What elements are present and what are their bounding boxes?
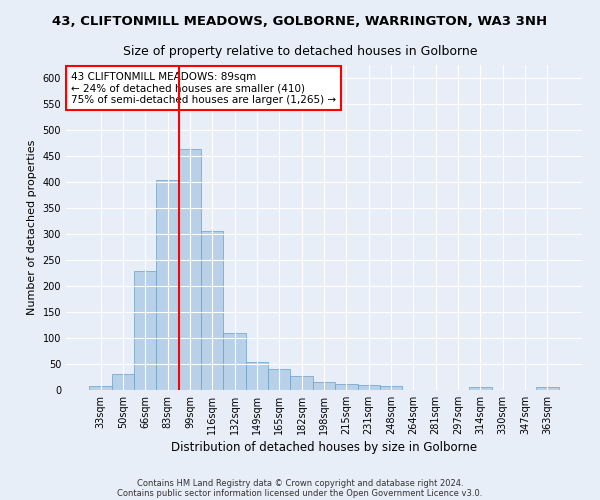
Bar	[157, 180, 179, 390]
Bar	[335, 384, 358, 390]
Bar	[89, 386, 112, 390]
Bar	[112, 374, 134, 390]
Bar	[179, 149, 201, 390]
Text: 43, CLIFTONMILL MEADOWS, GOLBORNE, WARRINGTON, WA3 3NH: 43, CLIFTONMILL MEADOWS, GOLBORNE, WARRI…	[52, 15, 548, 28]
Bar	[223, 333, 246, 390]
X-axis label: Distribution of detached houses by size in Golborne: Distribution of detached houses by size …	[171, 441, 477, 454]
Y-axis label: Number of detached properties: Number of detached properties	[27, 140, 37, 315]
Bar	[134, 272, 157, 390]
Bar	[358, 385, 380, 390]
Text: Contains public sector information licensed under the Open Government Licence v3: Contains public sector information licen…	[118, 488, 482, 498]
Text: 43 CLIFTONMILL MEADOWS: 89sqm
← 24% of detached houses are smaller (410)
75% of : 43 CLIFTONMILL MEADOWS: 89sqm ← 24% of d…	[71, 72, 336, 104]
Bar	[380, 386, 402, 390]
Bar	[201, 232, 223, 390]
Text: Contains HM Land Registry data © Crown copyright and database right 2024.: Contains HM Land Registry data © Crown c…	[137, 478, 463, 488]
Bar	[268, 369, 290, 390]
Bar	[313, 382, 335, 390]
Bar	[290, 376, 313, 390]
Text: Size of property relative to detached houses in Golborne: Size of property relative to detached ho…	[123, 45, 477, 58]
Bar	[469, 388, 491, 390]
Bar	[246, 362, 268, 390]
Bar	[536, 388, 559, 390]
